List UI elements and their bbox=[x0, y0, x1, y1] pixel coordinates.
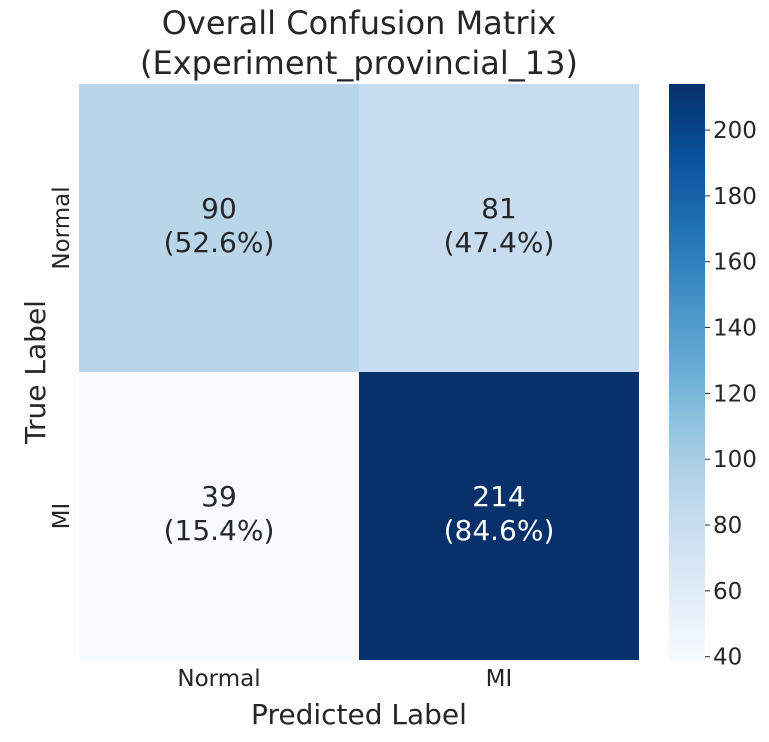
colorbar-tick-label-60: 60 bbox=[713, 579, 742, 605]
heatmap-cell-normal-mi bbox=[359, 84, 639, 372]
colorbar bbox=[669, 84, 705, 660]
colorbar-tick-label-120: 120 bbox=[713, 381, 757, 407]
x-tick-label-mi: MI bbox=[486, 666, 513, 692]
chart-title-line-1: Overall Confusion Matrix bbox=[162, 4, 557, 42]
y-tick-label-normal: Normal bbox=[49, 186, 75, 269]
x-tick-label-normal: Normal bbox=[177, 666, 260, 692]
cell-percent-label-normal-normal: (52.6%) bbox=[164, 226, 275, 259]
colorbar-tick-label-200: 200 bbox=[713, 118, 757, 144]
cell-count-label-normal-normal: 90 bbox=[201, 192, 237, 225]
chart-title-line-2: (Experiment_provincial_13) bbox=[140, 44, 578, 82]
heatmap-cells: 90(52.6%) 81(47.4%) 39(15.4%) 214(84.6%) bbox=[79, 84, 639, 660]
colorbar-ticks: 40 60 80 100 120 140 160 180 200 bbox=[705, 118, 757, 671]
y-axis-label: True Label bbox=[19, 300, 52, 445]
cell-count-label-mi-mi: 214 bbox=[472, 480, 525, 513]
colorbar-tick-label-160: 160 bbox=[713, 250, 757, 276]
cell-percent-label-mi-mi: (84.6%) bbox=[444, 514, 555, 547]
heatmap-cell-normal-normal bbox=[79, 84, 359, 372]
cell-count-label-normal-mi: 81 bbox=[481, 192, 517, 225]
cell-percent-label-normal-mi: (47.4%) bbox=[444, 226, 555, 259]
heatmap-cell-mi-mi bbox=[359, 372, 639, 660]
x-tick-labels: Normal MI bbox=[177, 666, 512, 692]
colorbar-tick-label-80: 80 bbox=[713, 513, 742, 539]
colorbar-tick-label-40: 40 bbox=[713, 645, 742, 671]
heatmap-cell-mi-normal bbox=[79, 372, 359, 660]
cell-percent-label-mi-normal: (15.4%) bbox=[164, 514, 275, 547]
y-tick-labels: Normal MI bbox=[49, 186, 75, 529]
x-axis-label: Predicted Label bbox=[251, 698, 467, 731]
colorbar-tick-label-140: 140 bbox=[713, 316, 757, 342]
colorbar-tick-label-180: 180 bbox=[713, 184, 757, 210]
colorbar-tick-label-100: 100 bbox=[713, 447, 757, 473]
y-tick-label-mi: MI bbox=[49, 503, 75, 530]
cell-count-label-mi-normal: 39 bbox=[201, 480, 237, 513]
